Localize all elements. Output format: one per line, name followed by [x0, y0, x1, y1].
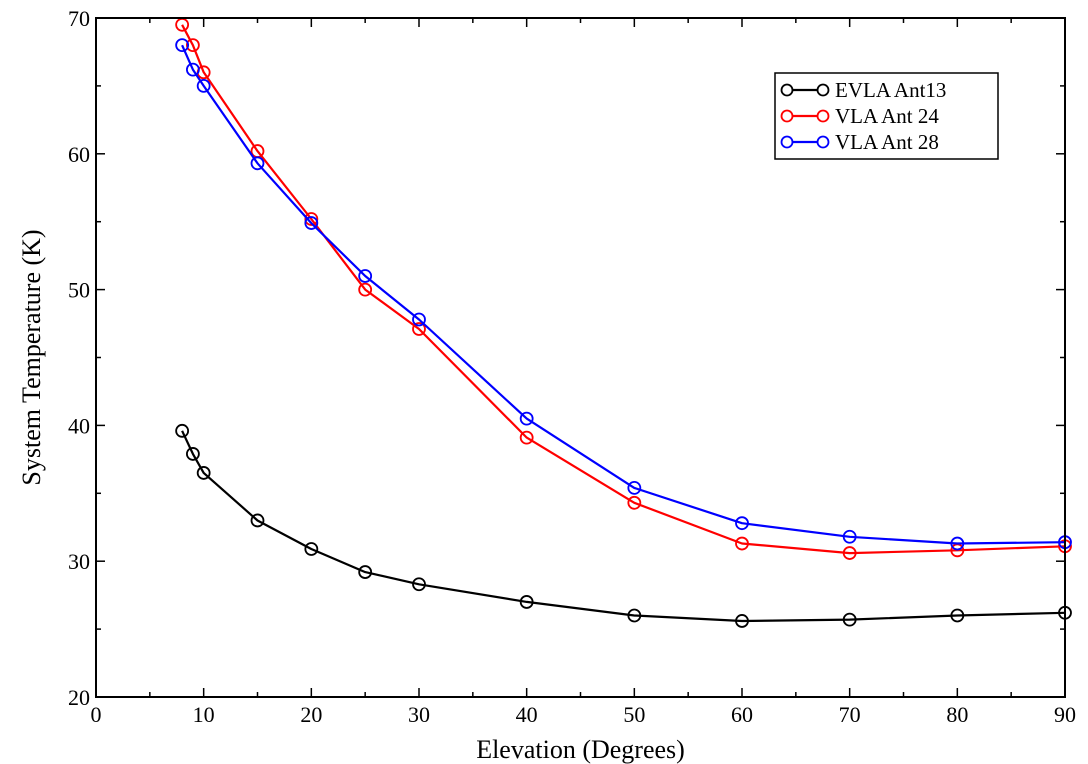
legend-marker [780, 109, 794, 123]
data-point [304, 212, 319, 226]
x-tick-label: 10 [193, 702, 215, 727]
data-point [519, 411, 534, 426]
y-tick-label: 60 [68, 142, 90, 167]
data-point [735, 614, 749, 628]
data-point [842, 612, 857, 627]
x-tick-label: 20 [300, 702, 322, 727]
data-point [842, 546, 857, 560]
data-point [196, 79, 211, 93]
data-point [735, 516, 749, 531]
legend-entry: EVLA Ant13 [780, 78, 946, 102]
data-point [519, 430, 534, 445]
data-point [175, 423, 190, 438]
legend-entry: VLA Ant 24 [780, 104, 939, 128]
series-line [181, 430, 1066, 623]
data-point [358, 282, 373, 297]
data-point [304, 216, 319, 230]
legend-marker [816, 83, 830, 97]
data-point [412, 312, 426, 327]
data-point [950, 608, 965, 623]
data-point [735, 536, 749, 551]
y-tick-label: 30 [68, 549, 90, 574]
data-point [412, 322, 426, 336]
data-point [627, 480, 642, 495]
data-point [304, 542, 319, 556]
data-point [950, 536, 965, 551]
x-tick-label: 50 [623, 702, 645, 727]
x-axis-title: Elevation (Degrees) [476, 735, 685, 764]
series-1 [175, 423, 1072, 628]
x-tick-label: 40 [516, 702, 538, 727]
series-layer [175, 17, 1072, 628]
data-point [358, 565, 373, 579]
legend-label: EVLA Ant13 [835, 78, 946, 102]
x-tick-label: 60 [731, 702, 753, 727]
legend-marker [780, 83, 794, 97]
y-tick-label: 40 [68, 413, 90, 438]
y-tick-label: 50 [68, 278, 90, 303]
x-tick-label: 80 [946, 702, 968, 727]
y-axis-title: System Temperature (K) [17, 229, 46, 485]
data-point [185, 447, 200, 461]
data-point [185, 62, 200, 77]
legend-marker [816, 135, 830, 149]
series-3 [175, 38, 1072, 551]
data-point [842, 529, 857, 544]
series-line [181, 44, 1066, 545]
data-point [627, 608, 642, 623]
legend-entry: VLA Ant 28 [780, 130, 939, 154]
x-tick-label: 30 [408, 702, 430, 727]
data-point [358, 269, 373, 283]
ticks-layer: 0 10 20 30 40 50 60 70 80 90 20 30 40 50 60 70 [68, 6, 1076, 727]
data-point [250, 513, 265, 528]
data-point [196, 466, 211, 480]
data-point [185, 38, 200, 53]
x-tick-label: 0 [91, 702, 102, 727]
x-tick-label: 70 [839, 702, 861, 727]
data-point [519, 595, 534, 609]
data-point [250, 156, 265, 171]
legend-marker [780, 135, 794, 149]
x-tick-label: 90 [1054, 702, 1076, 727]
legend-label: VLA Ant 24 [835, 104, 939, 128]
series-line [181, 24, 1066, 555]
y-tick-label: 20 [68, 685, 90, 710]
data-point [412, 577, 426, 592]
y-tick-label: 70 [68, 6, 90, 31]
legend-label: VLA Ant 28 [835, 130, 939, 154]
legend-marker [816, 109, 830, 123]
data-point [175, 38, 190, 53]
data-point [627, 495, 642, 510]
